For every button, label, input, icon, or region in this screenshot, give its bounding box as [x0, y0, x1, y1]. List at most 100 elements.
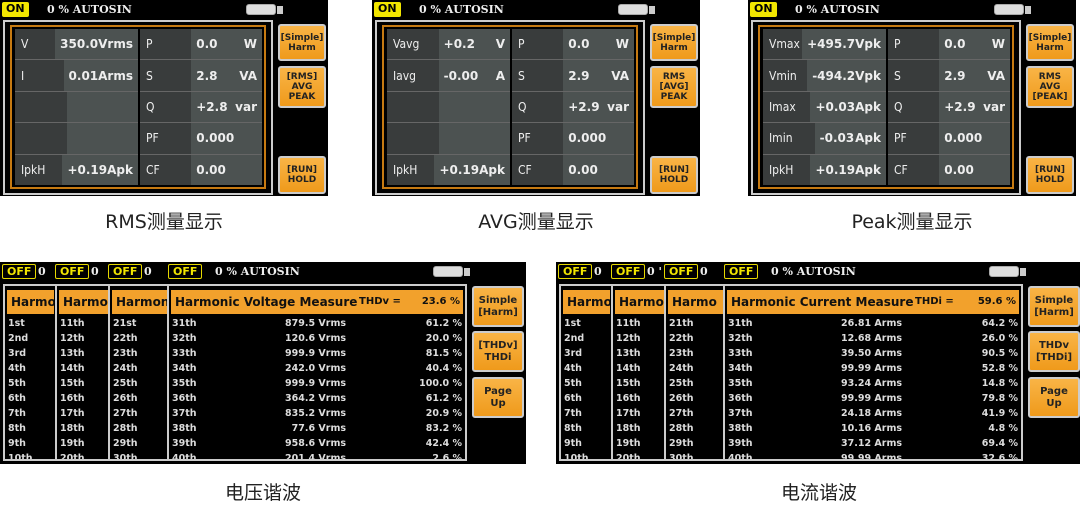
harmonic-value: 99.99 Arms [841, 393, 902, 404]
output-off-badge[interactable]: OFF [558, 264, 593, 279]
param-value-cell: 0.000 [191, 123, 262, 154]
measure-row: Vmax +495.7 Vpk [763, 29, 886, 61]
param-label: S [140, 60, 192, 91]
param-label: Iavg [387, 60, 439, 91]
run-hold-button[interactable]: [RUN] HOLD [650, 156, 698, 194]
harmonic-order-row: 9th [5, 436, 56, 451]
harmonic-order-row: 3rd [561, 346, 612, 361]
harmonic-page-panel[interactable]: Harmon 11th 12th 13th 14th 15th 16th 17th 18th 19… [611, 284, 668, 461]
harmonic-order-row: 17th [613, 406, 666, 421]
measure-row: Q +2.9 var [888, 91, 1010, 124]
rms-avg-peak-button[interactable]: RMS AVG [PEAK] [1026, 66, 1074, 108]
harmonic-page-panel[interactable]: Harmo 21th 22th 23th 24th 25th 26th 27th 28th 29t… [664, 284, 728, 461]
harmonic-order: 29th [669, 438, 694, 449]
output-on-badge[interactable]: ON [2, 2, 29, 17]
harmonic-order: 30th [669, 453, 694, 461]
param-unit: var [235, 100, 257, 115]
panel-title: Harmo [59, 290, 108, 314]
param-value-cell [438, 91, 510, 123]
status-bar: OFF OFF OFF OFF 0 0 ' 0 0 % AUTOSIN [556, 262, 1080, 281]
output-off-badge[interactable]: OFF [664, 264, 699, 279]
page-up-button[interactable]: Page Up [472, 377, 524, 418]
output-off-badge[interactable]: OFF [724, 264, 759, 279]
harmonic-order-row: 15th [613, 376, 666, 391]
harmonic-order: 5th [564, 378, 582, 389]
harmonic-order-row: 24th [666, 361, 726, 376]
harmonic-row: 34th 242.0 Vrms 40.4 % [169, 361, 465, 376]
param-label: Imax [763, 91, 811, 123]
harmonic-order-row: 8th [5, 421, 56, 436]
run-hold-button[interactable]: [RUN] HOLD [1026, 156, 1074, 194]
param-value: +2.8 [196, 100, 228, 115]
harmonic-order: 12th [616, 333, 641, 344]
harmonic-order: 27th [669, 408, 694, 419]
measure-row: S 2.9 VA [888, 60, 1010, 92]
param-value: 0.00 [944, 162, 974, 177]
harmonic-page-panel[interactable]: Harmo 1st 2nd 3rd 4th 5th 6th 7th 8th 9th 10th [3, 284, 58, 461]
harmonic-order-row: 6th [5, 391, 56, 406]
thd-toggle-button[interactable]: THDv [THDi] [1028, 331, 1080, 372]
harmonic-percent: 79.8 % [981, 393, 1018, 404]
harmonic-main-panel: Harmonic Voltage Measure THDv = 23.6 % 31th… [167, 284, 467, 461]
status-text: 0 % AUTOSIN [771, 265, 856, 278]
param-value-cell: +0.2 V [438, 29, 510, 60]
harmonic-order: 32th [172, 333, 197, 344]
harmonic-order-row: 30th [110, 451, 170, 459]
harmonic-order: 22th [669, 333, 694, 344]
param-value: 350.0 [60, 37, 99, 52]
measure-table-right: P 0.0 W S 2.9 VA Q +2.9 var PF 0.000 CF 0.00 [888, 29, 1010, 186]
page-up-button[interactable]: Page Up [1028, 377, 1080, 418]
harmonic-percent: 83.2 % [425, 423, 462, 434]
param-value-cell: 0.0 W [563, 29, 634, 60]
partial-status-text: 0 [91, 265, 99, 278]
simple-harm-button[interactable]: [Simple] Harm [650, 24, 698, 61]
output-on-badge[interactable]: ON [750, 2, 777, 17]
simple-harm-button[interactable]: [Simple] Harm [1026, 24, 1074, 61]
harmonic-order-row: 16th [57, 391, 110, 406]
output-off-badge[interactable]: OFF [168, 264, 203, 279]
output-off-badge[interactable]: OFF [55, 264, 90, 279]
harmonic-order: 12th [60, 333, 85, 344]
rms-avg-peak-button[interactable]: [RMS] AVG PEAK [278, 66, 326, 108]
param-value: 0.000 [944, 131, 983, 146]
harmonic-page-panel[interactable]: Harmo 1st 2nd 3rd 4th 5th 6th 7th 8th 9th 10th [559, 284, 614, 461]
output-off-badge[interactable]: OFF [2, 264, 37, 279]
harmonic-order-row: 21st [110, 316, 170, 331]
measure-row [387, 123, 510, 155]
param-unit: Apk [107, 162, 133, 177]
harmonic-page-panel[interactable]: Harmon 21st 22th 23th 24th 25th 26th 27th 28th 29… [108, 284, 172, 461]
harmonic-order-row: 12th [613, 331, 666, 346]
thd-value: 59.6 % [977, 296, 1016, 307]
measure-row: P 0.0 W [140, 29, 262, 61]
simple-harm-button[interactable]: Simple [Harm] [1028, 286, 1080, 327]
harmonic-order: 21st [113, 318, 137, 329]
measure-row: PF 0.000 [512, 123, 634, 155]
output-off-badge[interactable]: OFF [108, 264, 143, 279]
harmonic-value: 242.0 Vrms [285, 363, 346, 374]
panel-title: Harmon [615, 290, 664, 314]
param-unit: VA [239, 68, 257, 83]
measure-row [15, 123, 138, 155]
simple-harm-button[interactable]: [Simple] Harm [278, 24, 326, 61]
harmonic-order: 13th [616, 348, 641, 359]
param-value: 0.00 [196, 162, 226, 177]
harmonic-percent: 81.5 % [425, 348, 462, 359]
param-label: PF [140, 123, 192, 154]
thd-toggle-button[interactable]: [THDv] THDi [472, 331, 524, 372]
param-value: 0.000 [196, 131, 235, 146]
rms-avg-peak-button[interactable]: RMS [AVG] PEAK [650, 66, 698, 108]
param-value-cell: +0.03 Apk [810, 91, 886, 123]
harmonic-order: 9th [564, 438, 582, 449]
harmonic-page-panel[interactable]: Harmo 11th 12th 13th 14th 15th 16th 17th 18th 19t… [55, 284, 112, 461]
param-label [387, 123, 439, 154]
simple-harm-button[interactable]: Simple [Harm] [472, 286, 524, 327]
harmonic-order-row: 2nd [561, 331, 612, 346]
harmonic-order: 35th [172, 378, 197, 389]
harmonic-order: 21th [669, 318, 694, 329]
output-on-badge[interactable]: ON [374, 2, 401, 17]
run-hold-button[interactable]: [RUN] HOLD [278, 156, 326, 194]
harmonic-order: 32th [728, 333, 753, 344]
measure-row: IpkH +0.19 Apk [763, 154, 886, 186]
status-bar: ON 0 % AUTOSIN [748, 0, 1076, 19]
output-off-badge[interactable]: OFF [611, 264, 646, 279]
